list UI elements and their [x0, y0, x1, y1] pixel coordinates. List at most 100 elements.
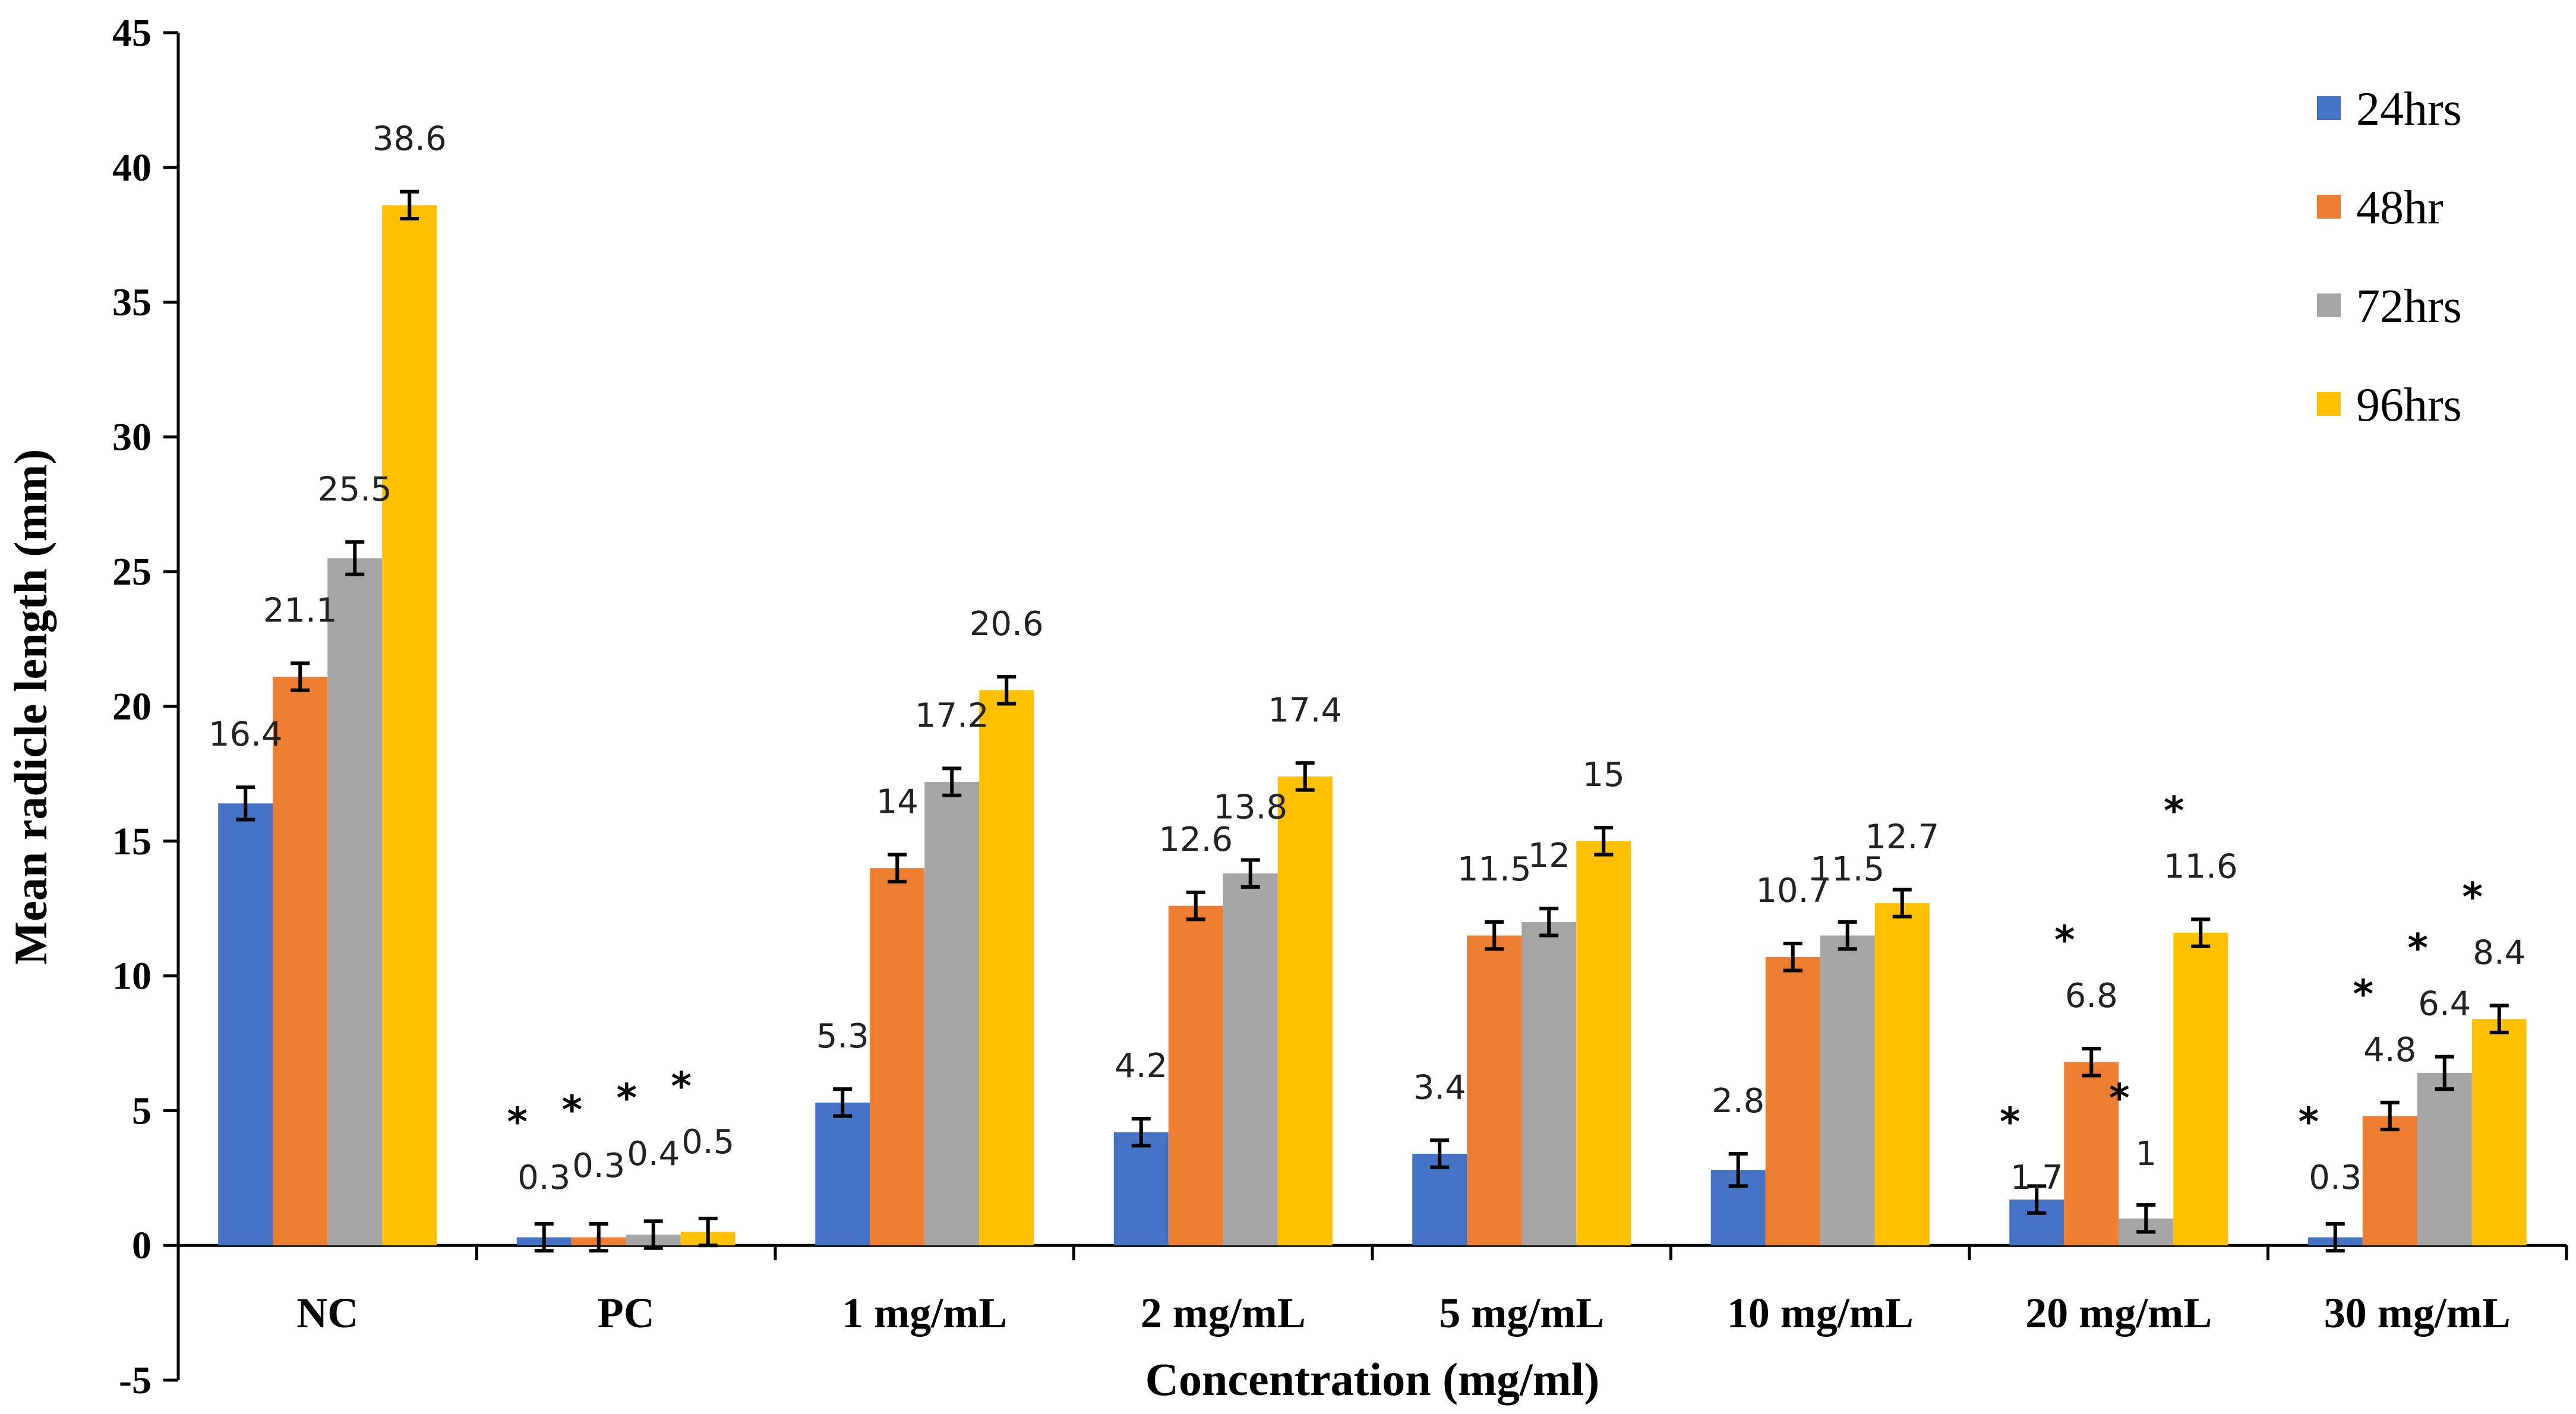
significance-star: * — [2164, 788, 2184, 834]
data-label: 11.6 — [2164, 847, 2238, 886]
data-label: 4.8 — [2363, 1031, 2416, 1069]
y-axis-title: Mean radicle length (mm) — [5, 449, 56, 965]
bar — [1412, 1153, 1467, 1246]
data-label: 11.5 — [1810, 850, 1884, 889]
axes: -5 0 5 10 15 20 25 30 35 40 45 Mean radicle length … — [5, 11, 2568, 1405]
bar — [2173, 933, 2228, 1246]
legend-label: 72hrs — [2356, 280, 2462, 333]
bar — [979, 690, 1034, 1246]
significance-star: * — [2054, 917, 2075, 963]
legend-swatch — [2317, 96, 2341, 120]
y-tick-label: 45 — [112, 11, 151, 55]
data-label: 6.4 — [2418, 985, 2471, 1024]
data-label: 25.5 — [318, 470, 392, 509]
x-axis-title: Concentration (mg/ml) — [1145, 1353, 1600, 1405]
y-tick-label: 25 — [112, 550, 151, 594]
bar — [2417, 1072, 2472, 1246]
data-label: 6.8 — [2065, 977, 2118, 1015]
data-label: 15 — [1583, 756, 1625, 794]
significance-star: * — [2353, 971, 2373, 1017]
data-labels: 16.40.3*5.34.23.4 2.81.7*0.3*21.10.3*1412… — [209, 120, 2526, 1198]
bar — [327, 558, 383, 1246]
bar — [1521, 921, 1577, 1246]
data-label: 17.2 — [915, 696, 989, 735]
bar — [815, 1102, 870, 1246]
bar — [382, 205, 437, 1246]
bar — [1874, 903, 1930, 1246]
y-tick-label: 10 — [112, 955, 151, 998]
significance-star: * — [671, 1063, 692, 1109]
x-tick-label: 30 mg/mL — [2324, 1289, 2511, 1337]
data-label: 21.1 — [263, 591, 337, 630]
y-tick-label: 0 — [132, 1224, 151, 1267]
bar — [924, 782, 980, 1246]
data-label: 0.4 — [627, 1135, 680, 1173]
bar — [273, 677, 328, 1246]
data-label: 14 — [876, 782, 918, 821]
x-tick-label: 10 mg/mL — [1727, 1289, 1914, 1337]
x-tick-label: 20 mg/mL — [2025, 1289, 2212, 1337]
bar — [1168, 905, 1223, 1246]
bar — [1467, 935, 1522, 1246]
legend-label: 24hrs — [2356, 83, 2462, 135]
data-label: 1.7 — [2010, 1159, 2063, 1197]
data-label: 4.2 — [1115, 1047, 1167, 1085]
significance-star: * — [561, 1087, 582, 1133]
y-tick-label: 40 — [112, 146, 151, 190]
bar — [870, 868, 925, 1246]
data-label: 17.4 — [1268, 691, 1342, 730]
data-label: 0.3 — [517, 1159, 570, 1197]
x-tick-label: NC — [296, 1289, 358, 1337]
y-tick-label: 20 — [112, 685, 151, 728]
significance-star: * — [507, 1099, 528, 1145]
bar — [1113, 1132, 1169, 1246]
x-tick-label: 5 mg/mL — [1439, 1289, 1604, 1337]
bar — [2362, 1116, 2417, 1246]
data-label: 13.8 — [1213, 788, 1287, 827]
data-label: 10.7 — [1756, 872, 1830, 910]
y-tick-label: 35 — [112, 281, 151, 324]
x-tick-label: PC — [598, 1289, 655, 1337]
data-label: 0.5 — [681, 1123, 734, 1162]
data-label: 2.8 — [1712, 1082, 1764, 1121]
data-label: 5.3 — [816, 1017, 869, 1056]
data-label: 3.4 — [1413, 1068, 1466, 1107]
data-label: 12.7 — [1865, 818, 1939, 856]
bar — [2471, 1019, 2527, 1246]
legend-swatch — [2317, 392, 2341, 416]
x-tick-label: 2 mg/mL — [1141, 1289, 1306, 1337]
significance-star: * — [616, 1075, 637, 1121]
legend-swatch — [2317, 293, 2341, 317]
significance-star: * — [2407, 926, 2428, 971]
data-label: 20.6 — [970, 605, 1044, 643]
bars — [218, 190, 2527, 1253]
data-label: 0.3 — [2309, 1159, 2362, 1197]
bar — [1820, 935, 1875, 1246]
data-label: 12.6 — [1158, 820, 1233, 859]
data-label: 38.6 — [372, 120, 447, 159]
bar — [218, 803, 273, 1246]
data-label: 0.3 — [572, 1147, 625, 1185]
y-tick-label: 15 — [112, 820, 151, 863]
significance-star: * — [2298, 1099, 2319, 1145]
x-tick-label: 1 mg/mL — [842, 1289, 1007, 1337]
data-label: 11.5 — [1457, 850, 1532, 889]
significance-star: * — [2109, 1075, 2130, 1121]
data-label: 16.4 — [209, 715, 283, 754]
bar — [1277, 776, 1333, 1246]
legend-label: 96hrs — [2356, 379, 2462, 431]
y-tick-label: -5 — [119, 1359, 151, 1402]
legend: 24hrs 48hr 72hrs 96hrs — [2317, 83, 2462, 431]
bar — [2064, 1062, 2119, 1246]
significance-star: * — [2000, 1099, 2021, 1145]
bar — [1765, 957, 1820, 1246]
data-label: 1 — [2135, 1135, 2157, 1173]
data-label: 12 — [1528, 837, 1570, 875]
bar — [1576, 841, 1631, 1246]
y-tick-label: 30 — [112, 415, 151, 459]
data-label: 8.4 — [2473, 933, 2526, 972]
bar — [1223, 873, 1278, 1246]
y-tick-label: 5 — [132, 1089, 151, 1132]
legend-swatch — [2317, 195, 2341, 219]
